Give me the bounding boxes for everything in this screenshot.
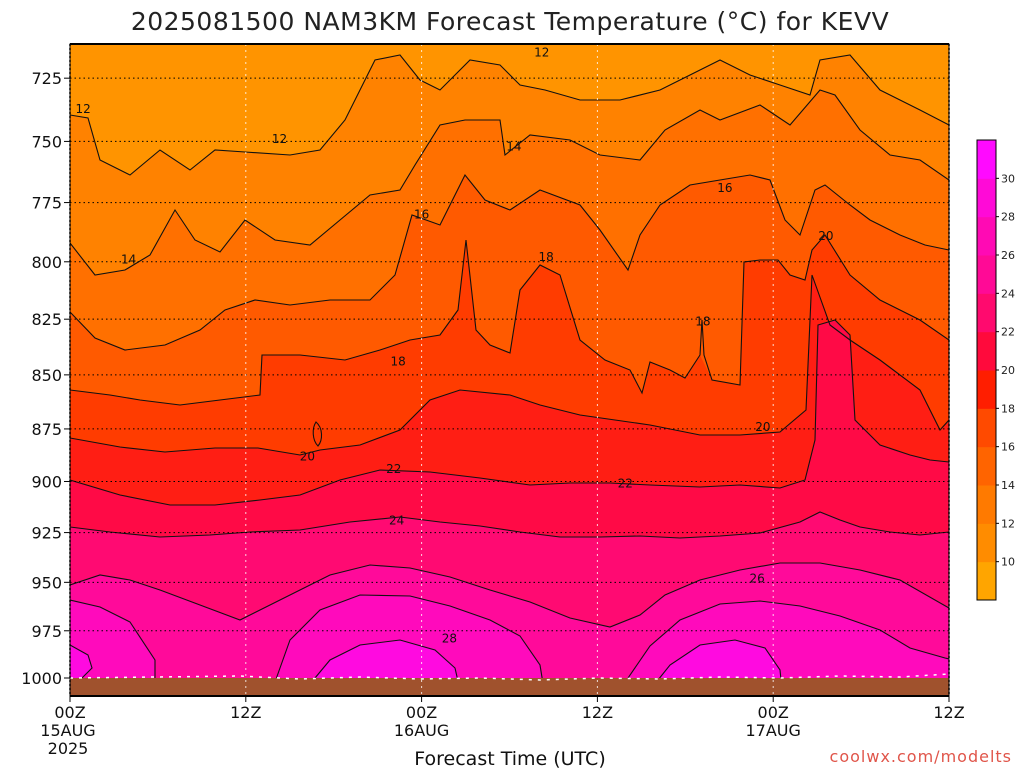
colorbar-cell [977,370,996,409]
colorbar-label: 10 [1001,556,1015,569]
y-tick-label: 775 [31,194,62,213]
y-tick-label: 925 [31,524,62,543]
contour-label: 24 [389,513,404,527]
x-tick-sublabel: 17AUG [745,721,800,740]
colorbar-label: 24 [1001,287,1015,300]
x-axis-label: Forecast Time (UTC) [414,748,605,768]
colorbar-label: 14 [1001,479,1015,492]
colorbar-label: 22 [1001,326,1015,339]
x-tick-label: 12Z [582,703,613,722]
colorbar-label: 16 [1001,441,1015,454]
plot-area: 12 12 12 14 14 16 16 18 18 18 20 20 20 22 22 24 26 28 [70,44,949,696]
contour-label: 20 [818,229,833,243]
contour-label: 12 [534,45,549,59]
x-tick-label: 00Z [406,703,437,722]
y-tick-label: 875 [31,420,62,439]
colorbar-label: 18 [1001,402,1015,415]
credit-link[interactable]: coolwx.com/modelts [830,747,1012,766]
colorbar-label: 26 [1001,249,1015,262]
contour-label: 14 [506,139,521,153]
colorbar-cell [977,255,996,294]
y-tick-label: 900 [31,472,62,491]
contour-label: 26 [749,571,764,585]
colorbar-cell [977,408,996,448]
colorbar-cell [977,446,996,486]
contour-label: 22 [618,477,633,491]
ground [70,678,949,696]
colorbar-cell [977,293,996,333]
contour-label: 18 [695,314,710,328]
contour-label: 18 [391,355,406,369]
contour-label: 16 [717,181,732,195]
x-tick-sublabel: 2025 [48,739,89,758]
x-tick-label: 00Z [758,703,789,722]
x-tick-label: 12Z [230,703,261,722]
y-tick-label: 1000 [21,669,62,688]
contour-lines [70,54,949,696]
y-axis: 725 750 775 800 825 850 875 900 925 950 975 1000 [21,69,70,688]
grid [70,44,949,696]
x-tick-sublabel: 16AUG [394,721,449,740]
contour-label: 18 [538,250,553,264]
colorbar-cell [977,561,996,601]
y-tick-label: 725 [31,69,62,88]
colorbar-cell [977,485,996,524]
contour-label: 12 [76,102,91,116]
y-tick-label: 800 [31,253,62,272]
colorbar-cell [977,216,996,256]
contour-label: 20 [755,420,770,434]
colorbar-cell [977,178,996,218]
colorbar-label: 30 [1001,172,1015,185]
x-tick-label: 12Z [933,703,964,722]
colorbar-cell [977,140,996,179]
colorbar-cell [977,331,996,371]
colorbar-label: 28 [1001,211,1015,224]
contour-label: 20 [300,449,315,463]
x-tick-label: 00Z [54,703,85,722]
x-tick-sublabel: 15AUG [40,721,95,740]
y-tick-label: 850 [31,366,62,385]
y-tick-label: 750 [31,132,62,151]
y-tick-label: 825 [31,310,62,329]
contour-label: 22 [386,462,401,476]
contour-label: 16 [414,208,429,222]
colorbar-cell [977,523,996,563]
band-above-30 [70,640,782,690]
contour-label: 12 [272,132,287,146]
contour-label: 28 [442,631,457,645]
contour-labels: 12 12 12 14 14 16 16 18 18 18 20 20 20 22 22 24 26 28 [76,45,834,645]
chart-title: 2025081500 NAM3KM Forecast Temperature (… [131,7,889,36]
colorbar: 10 12 14 16 18 20 22 24 26 28 30 [976,139,1015,601]
y-tick-label: 950 [31,573,62,592]
colorbar-label: 12 [1001,517,1015,530]
y-tick-label: 975 [31,622,62,641]
colorbar-label: 20 [1001,364,1015,377]
contour-label: 14 [121,252,136,266]
